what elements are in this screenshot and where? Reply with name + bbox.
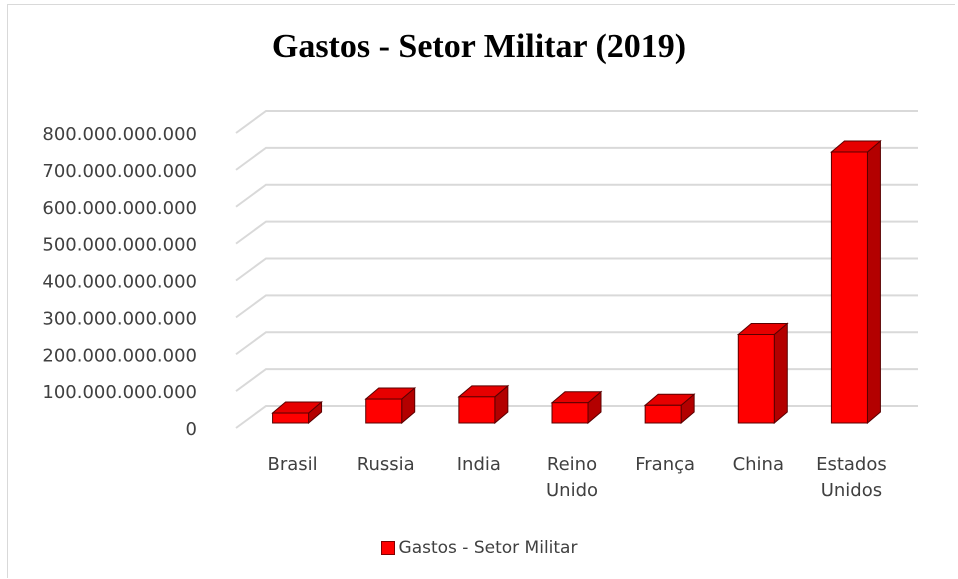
y-tick-label: 400.000.000.000: [42, 272, 197, 293]
gridline: [235, 183, 918, 208]
legend-swatch: [380, 541, 395, 555]
gridline: [235, 110, 918, 134]
chart-area: [7, 4, 955, 578]
gridline: [235, 257, 918, 282]
bar: [736, 322, 789, 425]
x-tick-label: India: [457, 454, 501, 475]
y-tick-label: 200.000.000.000: [42, 345, 197, 366]
gridline: [235, 368, 918, 392]
chart-title: Gastos - Setor Militar (2019): [271, 28, 687, 65]
y-tick-label: 500.000.000.000: [42, 235, 197, 256]
bar-front: [551, 402, 589, 424]
x-tick-label: Brasil: [267, 454, 317, 475]
x-tick-label: China: [733, 454, 784, 475]
y-tick-label: 300.000.000.000: [42, 308, 197, 329]
legend-label: Gastos - Setor Militar: [398, 538, 578, 558]
bar: [271, 400, 323, 425]
bar-side: [866, 139, 881, 425]
y-tick-label: 600.000.000.000: [42, 198, 197, 219]
bar-front: [458, 396, 496, 424]
y-tick-label: 100.000.000.000: [42, 382, 197, 403]
x-tick-label: Reino Unido: [546, 454, 598, 501]
bar-front: [737, 334, 775, 424]
y-tick-label: 800.000.000.000: [42, 124, 197, 145]
x-tick-label: Russia: [357, 454, 415, 475]
bars: [271, 139, 882, 425]
bar-side: [773, 322, 788, 425]
gridline: [235, 220, 918, 245]
bar: [643, 393, 696, 425]
gridline: [235, 146, 918, 171]
bar-front: [365, 398, 403, 424]
bar: [550, 390, 603, 425]
legend: Gastos - Setor Militar: [0, 538, 958, 558]
x-tick-label: França: [635, 454, 695, 475]
x-axis-tick-labels: Brasil Russia India Reino Unido França China Es…: [267, 454, 886, 501]
y-tick-label: 700.000.000.000: [42, 161, 197, 182]
bar: [457, 384, 510, 425]
bar-front: [644, 404, 682, 424]
x-tick-label: Estados Unidos: [816, 454, 887, 501]
gridline: [235, 294, 918, 319]
y-tick-label: 0: [186, 419, 197, 440]
bar-front: [830, 151, 868, 424]
gridline: [235, 331, 918, 356]
bar: [364, 386, 417, 425]
gridline: [235, 405, 918, 429]
bar: [830, 139, 882, 425]
bar-front: [272, 412, 310, 424]
gridlines: [235, 110, 918, 429]
y-axis-tick-labels: 0 100.000.000.000 200.000.000.000 300.000.0…: [42, 124, 197, 440]
